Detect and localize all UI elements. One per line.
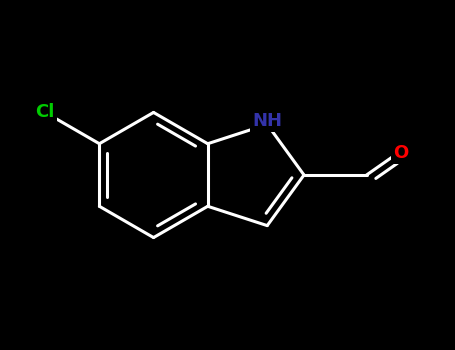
Text: NH: NH xyxy=(252,112,282,130)
Text: NH: NH xyxy=(252,112,282,130)
Text: Cl: Cl xyxy=(35,104,55,121)
Text: O: O xyxy=(393,145,408,162)
Text: Cl: Cl xyxy=(35,104,55,121)
Text: O: O xyxy=(393,145,408,162)
